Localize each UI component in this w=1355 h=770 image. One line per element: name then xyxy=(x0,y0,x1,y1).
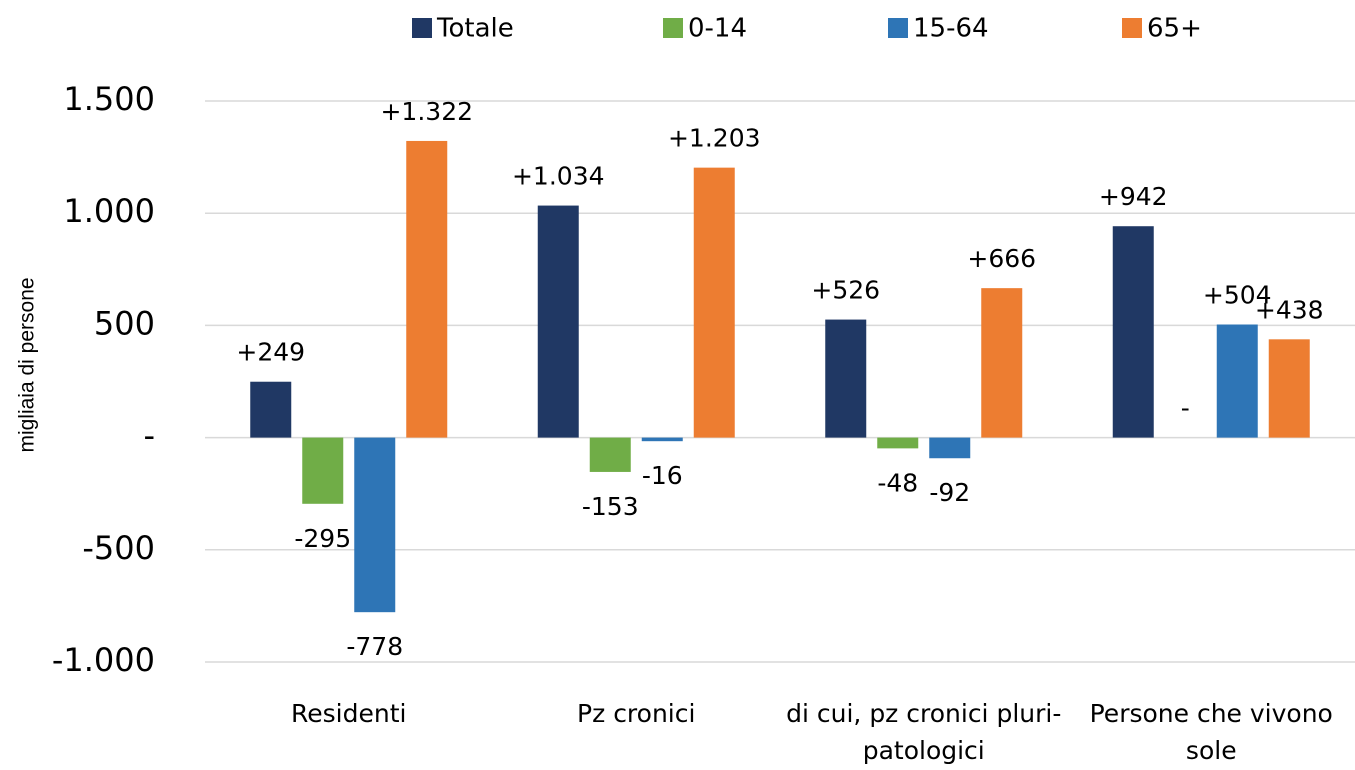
y-tick-label: 1.500 xyxy=(63,80,155,118)
value-label: +504 xyxy=(1203,281,1272,310)
legend-swatch xyxy=(888,18,908,38)
x-tick-label: Residenti xyxy=(291,699,407,728)
bar xyxy=(589,437,631,472)
bar xyxy=(406,140,448,438)
bar xyxy=(302,437,344,504)
bar xyxy=(1112,226,1154,438)
value-label: - xyxy=(1181,394,1190,423)
legend-label: 0-14 xyxy=(688,14,747,44)
value-label: -295 xyxy=(294,524,351,553)
y-axis-label: migliaia di persone xyxy=(16,277,39,452)
x-tick-label: Pz cronici xyxy=(577,699,696,728)
bar xyxy=(1216,324,1258,438)
legend-swatch xyxy=(1122,18,1142,38)
bar xyxy=(693,167,735,438)
y-tick-label: -500 xyxy=(82,529,155,567)
y-tick-label: 500 xyxy=(94,304,155,342)
bar xyxy=(1268,339,1310,438)
value-label: +1.322 xyxy=(380,97,473,126)
value-label: +666 xyxy=(967,244,1036,273)
bar xyxy=(354,437,396,613)
y-tick-label: - xyxy=(143,417,155,455)
bar xyxy=(537,205,579,438)
bar xyxy=(929,437,971,459)
y-tick-label: -1.000 xyxy=(52,641,155,679)
x-tick-label: Persone che vivono sole xyxy=(1089,699,1333,765)
value-label: -92 xyxy=(929,478,970,507)
y-tick-label: 1.000 xyxy=(63,192,155,230)
value-label: -778 xyxy=(346,632,403,661)
value-label: +1.034 xyxy=(512,162,605,191)
value-label: -153 xyxy=(582,492,639,521)
x-tick-label: di cui, pz cronici pluri-patologici xyxy=(786,699,1062,765)
bar xyxy=(877,437,919,449)
bar xyxy=(641,437,683,442)
bar xyxy=(825,319,867,438)
value-label: +438 xyxy=(1255,295,1324,324)
value-label: +1.203 xyxy=(668,124,761,153)
value-label: +526 xyxy=(811,276,880,305)
legend-swatch xyxy=(663,18,683,38)
legend-swatch xyxy=(412,18,432,38)
value-label: -48 xyxy=(877,468,918,497)
value-label: -16 xyxy=(642,461,683,490)
bar xyxy=(981,288,1023,438)
bar xyxy=(250,381,292,438)
legend-label: Totale xyxy=(436,14,514,44)
legend-label: 65+ xyxy=(1147,14,1202,44)
value-label: +249 xyxy=(236,338,305,367)
legend-label: 15-64 xyxy=(913,14,989,44)
value-label: +942 xyxy=(1099,182,1168,211)
